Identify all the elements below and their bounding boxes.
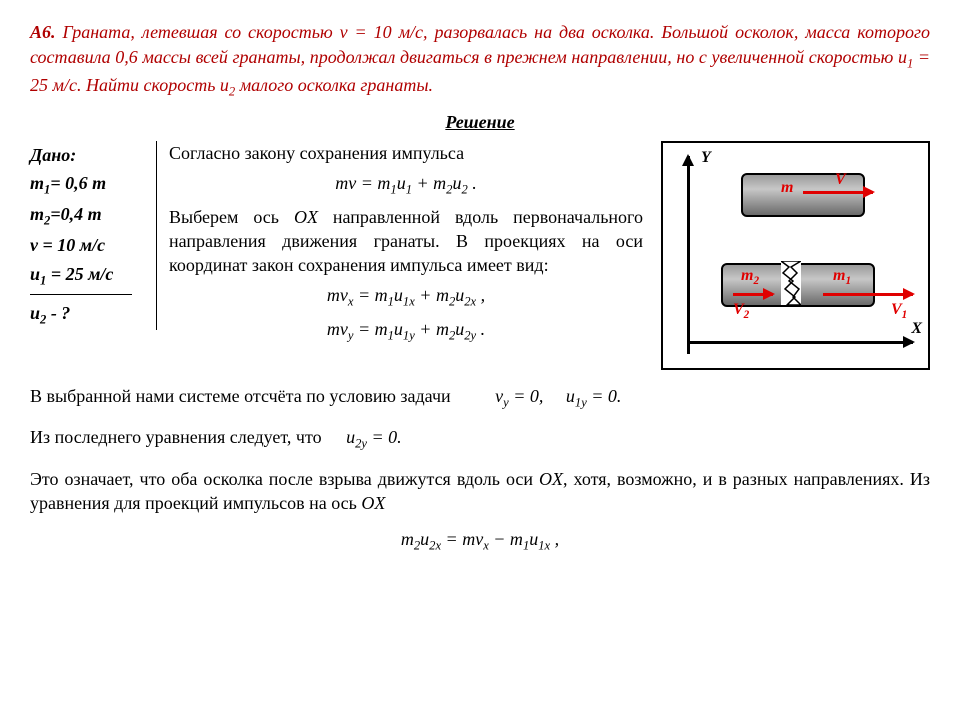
problem-statement: А6. Граната, летевшая со скоростью v = 1… <box>30 20 930 102</box>
equation-inline: vy = 0, u1y = 0. <box>495 386 621 406</box>
given-block: Дано: m1= 0,6 m m2=0,4 m v = 10 м/с u1 =… <box>30 141 157 331</box>
given-divider <box>30 294 132 295</box>
solution-below: Из последнего уравнения следует, что u2y… <box>30 425 930 453</box>
given-line: m2=0,4 m <box>30 200 150 231</box>
problem-id: А6. <box>30 22 56 42</box>
text: В выбранной нами системе отсчёта по усло… <box>30 386 451 406</box>
axis-label-y: Y <box>701 149 711 167</box>
problem-text: Граната, летевшая со скоростью v = 10 м/… <box>30 22 930 95</box>
axis-label-x: X <box>911 320 922 338</box>
text: Из последнего уравнения следует, что <box>30 427 322 447</box>
mass-label: m <box>781 179 793 197</box>
x-axis <box>687 341 913 344</box>
equation: m2u2x = mvx − m1u1x , <box>30 529 930 554</box>
velocity-label: V <box>835 171 846 189</box>
grenade-whole <box>741 173 865 217</box>
y-axis <box>687 156 690 354</box>
velocity-label: V2 <box>733 301 749 321</box>
break-icon <box>781 261 801 305</box>
given-title: Дано: <box>30 141 150 170</box>
equation-inline: u2y = 0. <box>346 427 402 447</box>
solution-p2: Выберем ось OX направленной вдоль первон… <box>169 205 643 278</box>
solution-heading: Решение <box>30 112 930 133</box>
velocity-arrow <box>733 293 773 296</box>
solution-below: Это означает, что оба осколка после взры… <box>30 467 930 516</box>
equation: mv = m1u1 + m2u2 . <box>169 171 643 199</box>
diagram: Y X m V m2 m1 V2 V1 <box>661 141 930 370</box>
equation: mvx = m1u1x + m2u2x , <box>169 283 643 311</box>
given-line: m1= 0,6 m <box>30 169 150 200</box>
equation: mvy = m1u1y + m2u2y . <box>169 317 643 345</box>
solution-p1: Согласно закону сохранения импульса <box>169 141 643 165</box>
solution-body: Согласно закону сохранения импульса mv =… <box>157 141 655 351</box>
velocity-arrow <box>803 191 873 194</box>
given-line: v = 10 м/с <box>30 231 150 260</box>
mass-label: m2 <box>741 267 759 287</box>
solution-below: В выбранной нами системе отсчёта по усло… <box>30 384 930 412</box>
velocity-arrow <box>823 293 913 296</box>
given-find: u2 - ? <box>30 299 150 330</box>
mass-label: m1 <box>833 267 851 287</box>
given-line: u1 = 25 м/с <box>30 260 150 291</box>
velocity-label: V1 <box>891 301 907 321</box>
